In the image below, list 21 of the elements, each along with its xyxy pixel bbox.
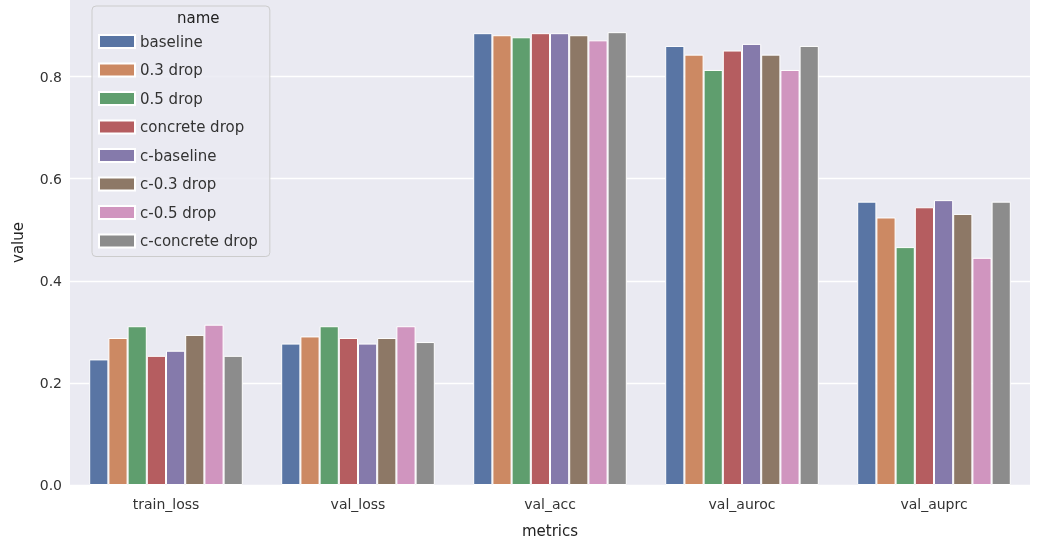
x-tick-label: val_loss <box>330 496 386 512</box>
legend-label: 0.5 drop <box>140 89 203 108</box>
legend-title: name <box>177 8 220 27</box>
legend-label: c-0.3 drop <box>140 175 217 193</box>
y-tick-label: 0.4 <box>39 272 63 289</box>
y-tick-label: 0.0 <box>39 477 62 493</box>
legend-label: baseline <box>140 32 203 51</box>
y-tick-label: 0.8 <box>39 68 62 85</box>
y-axis-title: value <box>8 222 27 263</box>
x-tick-label: train_loss <box>132 496 200 512</box>
legend-label: concrete drop <box>140 118 245 136</box>
x-tick-label: val_auprc <box>900 496 968 512</box>
x-tick-label: val_auroc <box>708 496 776 512</box>
legend-label: c-baseline <box>140 146 217 165</box>
x-tick-label: val_acc <box>524 496 576 512</box>
legend-label: 0.3 drop <box>140 61 203 79</box>
x-axis-title: metrics <box>521 521 579 540</box>
legend-label: c-0.5 drop <box>140 203 217 222</box>
y-tick-label: 0.2 <box>39 374 62 391</box>
y-tick-label: 0.6 <box>39 170 63 187</box>
legend-label: c-concrete drop <box>140 232 258 250</box>
